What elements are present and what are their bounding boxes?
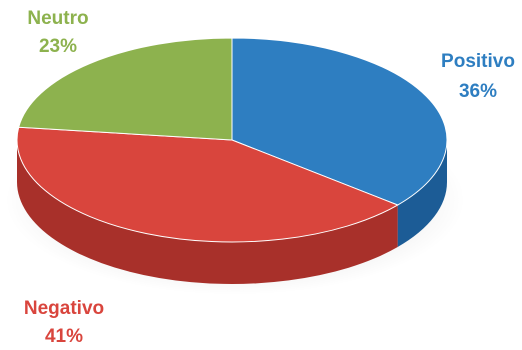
label-neutro-value: 23% [39, 36, 77, 57]
label-negativo-name: Negativo [24, 298, 104, 319]
slice-side-negativo [17, 140, 398, 284]
label-positivo-value: 36% [459, 81, 497, 102]
label-neutro-name: Neutro [27, 8, 88, 29]
label-negativo: Negativo 41% [24, 298, 104, 347]
label-neutro: Neutro 23% [27, 8, 88, 57]
label-positivo-name: Positivo [441, 51, 515, 72]
slice-negativo [16, 126, 399, 243]
label-positivo: Positivo 36% [441, 51, 515, 102]
slice-positivo [231, 37, 448, 206]
pie-sides [17, 140, 447, 284]
slice-neutro [18, 37, 233, 141]
label-negativo-value: 41% [45, 326, 83, 347]
slice-side-positivo [397, 140, 447, 248]
pie-tops [16, 37, 448, 243]
